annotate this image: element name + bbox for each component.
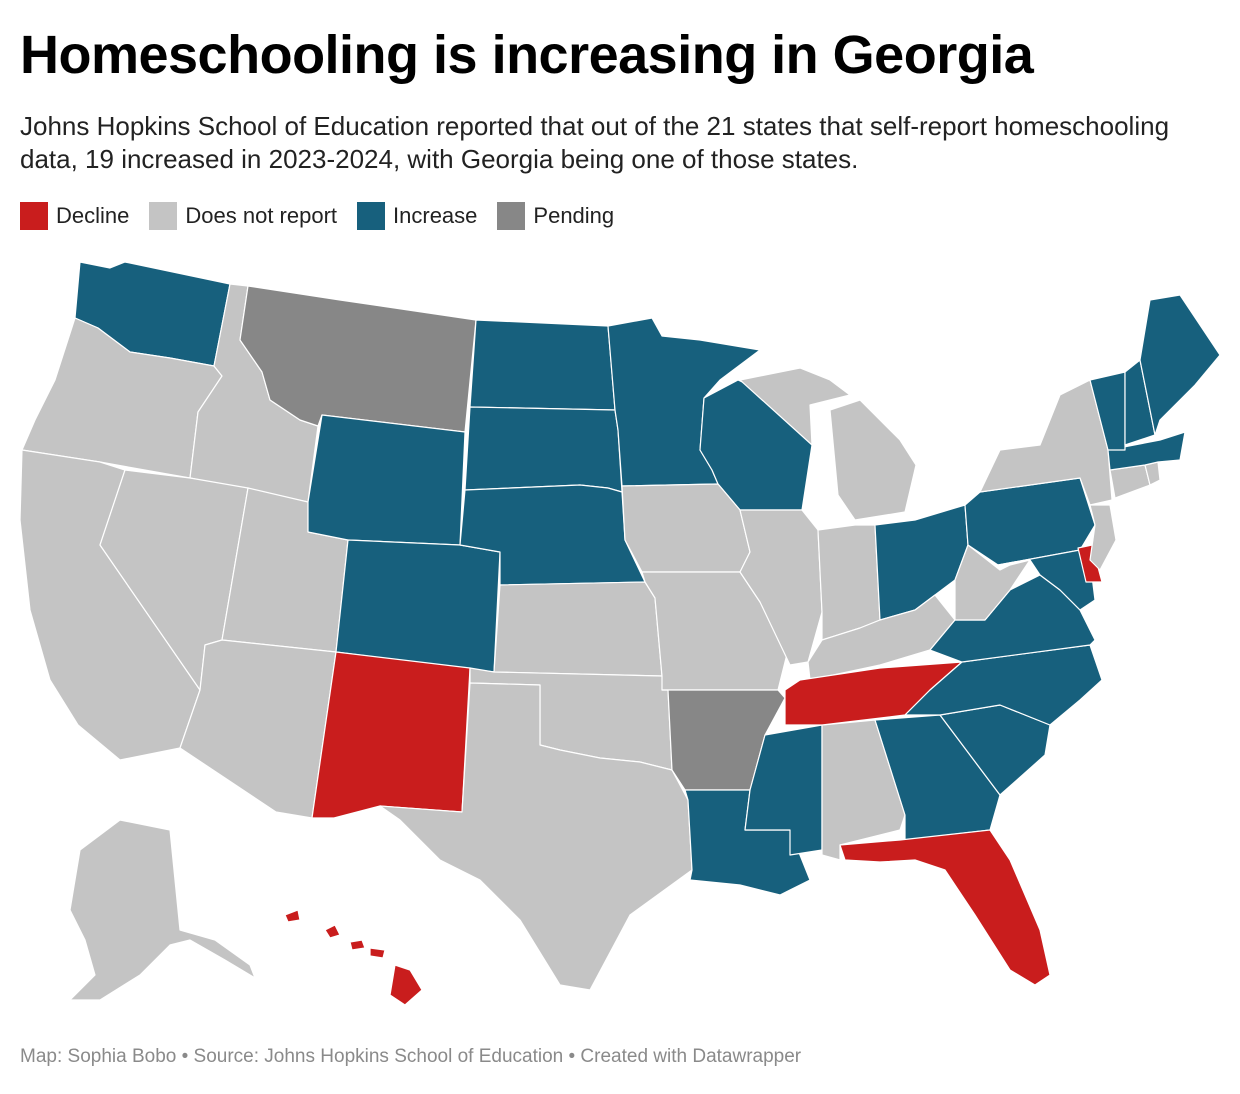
state-new-jersey[interactable] [1089,504,1117,571]
state-kentucky[interactable] [807,594,956,681]
state-california[interactable] [19,449,201,761]
state-south-dakota[interactable] [464,406,623,493]
legend-item-pending: Pending [497,202,614,230]
state-kansas[interactable] [493,581,663,677]
legend-swatch-increase [357,202,386,230]
state-ohio[interactable] [874,504,969,621]
map-subtitle: Johns Hopkins School of Education report… [20,111,1170,174]
state-wyoming[interactable] [307,414,466,546]
state-texas[interactable] [379,682,693,991]
legend-item-decline: Decline [20,202,129,230]
map-title: Homeschooling is increasing in Georgia [20,25,1034,85]
legend-swatch-pending [497,202,526,230]
state-nebraska[interactable] [459,484,646,586]
state-north-carolina[interactable] [904,644,1103,726]
state-new-mexico[interactable] [311,651,471,819]
us-states-map [19,261,1221,1006]
state-delaware[interactable] [1077,544,1103,583]
map-legend: Decline Does not report Increase Pending [20,200,634,232]
legend-label-decline: Decline [56,203,130,228]
state-michigan[interactable] [739,367,917,521]
legend-label-increase: Increase [393,203,478,228]
map-footer-credits: Map: Sophia Bobo • Source: Johns Hopkins… [20,1046,802,1067]
state-arizona[interactable] [179,639,337,819]
state-connecticut[interactable] [1109,464,1151,499]
legend-item-does-not-report: Does not report [149,202,337,230]
legend-label-does-not-report: Does not report [185,203,338,228]
legend-swatch-decline [20,202,48,230]
state-illinois[interactable] [739,509,823,666]
legend-item-increase: Increase [357,202,477,230]
state-north-dakota[interactable] [469,319,616,411]
state-alaska[interactable] [69,819,256,1001]
state-vermont[interactable] [1089,371,1126,451]
legend-swatch-does-not-report [149,202,178,230]
state-florida[interactable] [839,829,1051,986]
state-montana[interactable] [239,285,477,433]
legend-label-pending: Pending [533,203,615,228]
state-colorado[interactable] [335,539,501,673]
state-indiana[interactable] [817,524,881,641]
state-hawaii[interactable] [284,909,423,1006]
state-maine[interactable] [1139,294,1221,436]
state-massachusetts[interactable] [1107,431,1186,471]
